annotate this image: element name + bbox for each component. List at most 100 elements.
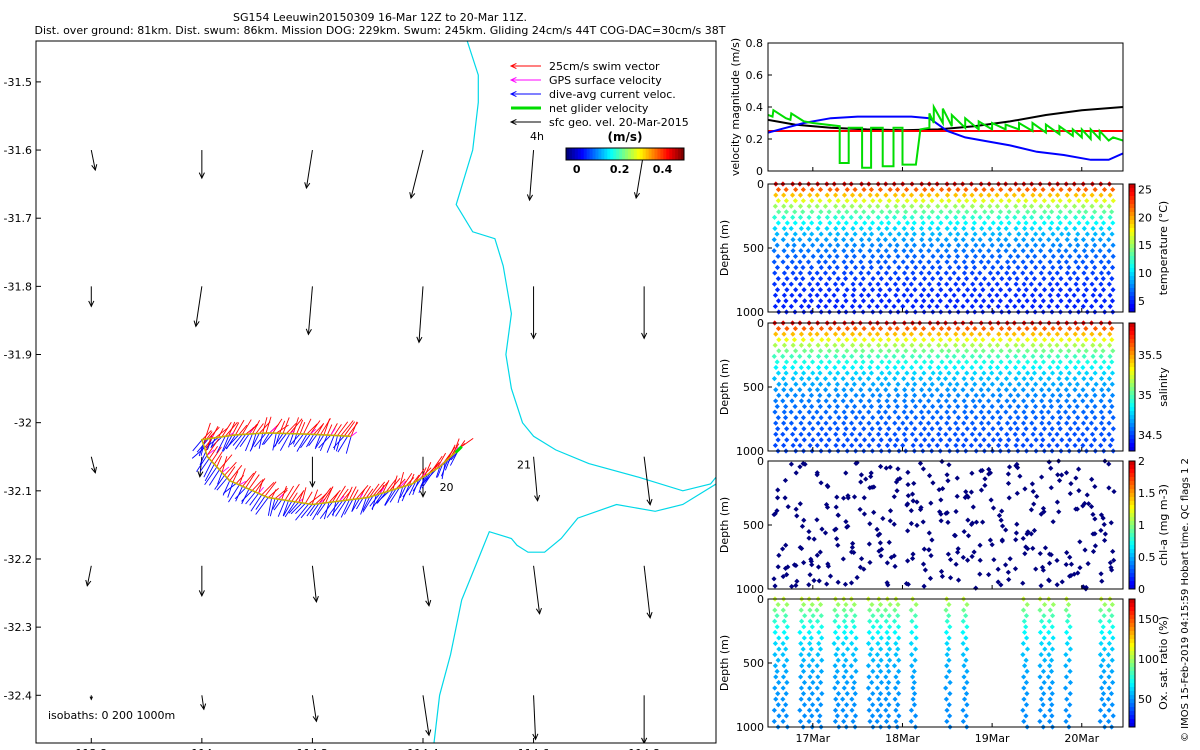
- data-point: [1059, 437, 1065, 443]
- data-point: [868, 264, 875, 271]
- data-point: [775, 198, 781, 204]
- swim-vector: [284, 485, 295, 501]
- data-point: [848, 214, 854, 220]
- data-point: [1097, 248, 1103, 254]
- data-point: [1084, 492, 1090, 498]
- data-point: [968, 442, 974, 449]
- data-point: [955, 325, 961, 332]
- data-point: [944, 192, 951, 198]
- data-point: [953, 281, 959, 287]
- data-point: [875, 203, 881, 209]
- data-point: [774, 668, 780, 674]
- swim-vector: [282, 417, 290, 434]
- data-point: [888, 554, 894, 561]
- data-point: [861, 403, 867, 410]
- data-point: [894, 242, 900, 248]
- data-point: [909, 663, 915, 669]
- data-point: [995, 442, 1002, 449]
- data-point: [833, 387, 839, 393]
- data-point: [1016, 186, 1022, 193]
- data-point: [938, 511, 944, 517]
- data-point: [1054, 270, 1060, 276]
- data-point: [809, 186, 815, 193]
- data-point: [879, 209, 885, 215]
- data-point: [1063, 331, 1070, 337]
- data-point: [1075, 242, 1081, 248]
- data-point: [790, 342, 796, 348]
- data-point: [817, 370, 823, 376]
- data-point: [844, 646, 851, 652]
- data-point: [987, 342, 993, 348]
- profile-colorbar-cell: [1129, 268, 1135, 273]
- data-point: [905, 581, 911, 587]
- data-point: [844, 209, 850, 215]
- data-point: [1107, 292, 1113, 298]
- data-point: [1023, 713, 1029, 719]
- profile-colorbar-cell: [1129, 561, 1135, 566]
- data-point: [1106, 237, 1112, 243]
- data-point: [1090, 270, 1096, 276]
- data-point: [921, 325, 927, 332]
- data-point: [987, 203, 993, 209]
- data-point: [1063, 281, 1069, 287]
- swim-vector: [461, 437, 474, 447]
- data-point: [893, 248, 899, 254]
- geo-vector: [198, 150, 205, 180]
- data-point: [827, 231, 833, 237]
- data-point: [801, 231, 807, 237]
- data-point: [926, 409, 932, 415]
- data-point: [1020, 192, 1026, 198]
- data-point: [1057, 348, 1064, 354]
- data-point: [857, 331, 863, 337]
- swim-vector: [325, 486, 333, 504]
- data-point: [797, 259, 803, 265]
- swim-vector: [303, 418, 312, 435]
- profile-colorbar-cell: [1129, 549, 1135, 554]
- data-point: [1050, 186, 1056, 193]
- data-point: [886, 298, 892, 304]
- data-point: [920, 519, 926, 525]
- data-point: [827, 186, 833, 193]
- data-point: [1101, 337, 1107, 343]
- data-point: [947, 231, 953, 237]
- data-point: [904, 325, 910, 332]
- data-point: [963, 186, 969, 193]
- profile-colorbar-cell: [1129, 327, 1135, 332]
- data-point: [1055, 420, 1062, 426]
- data-point: [960, 364, 966, 371]
- data-point: [1013, 203, 1019, 209]
- data-point: [1049, 298, 1055, 304]
- data-point: [858, 237, 865, 243]
- data-point: [857, 248, 863, 254]
- data-point: [1110, 679, 1116, 686]
- data-point: [884, 364, 890, 371]
- data-point: [1098, 674, 1104, 680]
- data-point: [1099, 696, 1105, 702]
- geo-vector-shaft: [201, 695, 205, 710]
- data-point: [771, 259, 777, 265]
- data-point: [859, 353, 865, 359]
- data-point: [833, 442, 839, 449]
- profile-ytick-label: 1000: [736, 721, 764, 734]
- data-point: [996, 225, 1002, 232]
- data-point: [939, 198, 945, 204]
- data-point: [774, 287, 781, 293]
- data-point: [884, 580, 890, 586]
- data-point: [784, 253, 791, 259]
- data-point: [869, 287, 876, 293]
- dac-vector: [228, 484, 240, 503]
- data-point: [797, 501, 803, 507]
- data-point: [925, 203, 932, 209]
- data-point: [817, 601, 824, 608]
- swim-vector: [345, 486, 353, 501]
- data-point: [784, 242, 791, 248]
- data-point: [783, 337, 790, 343]
- data-point: [832, 398, 838, 404]
- data-point: [801, 242, 807, 248]
- data-point: [808, 298, 815, 304]
- data-point: [947, 276, 953, 282]
- data-point: [817, 549, 823, 555]
- data-point: [894, 370, 901, 376]
- dac-vector: [295, 503, 306, 515]
- data-point: [1059, 472, 1065, 478]
